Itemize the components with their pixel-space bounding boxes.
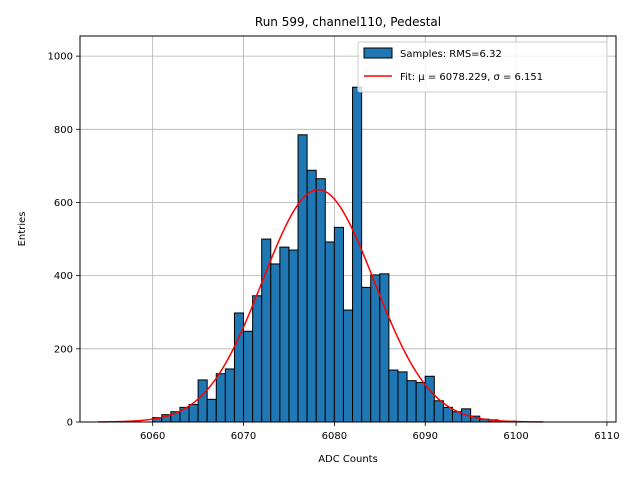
histogram-bar (352, 86, 363, 423)
histogram-bar (270, 263, 281, 423)
x-tick-label: 6100 (503, 431, 528, 442)
x-axis-label: ADC Counts (318, 454, 378, 465)
histogram-bar (197, 379, 208, 423)
legend: Samples: RMS=6.32 Fit: μ = 6078.229, σ =… (357, 41, 608, 93)
y-tick-label: 800 (54, 125, 73, 136)
legend-histogram-label: Samples: RMS=6.32 (400, 49, 502, 60)
histogram-bar (433, 400, 444, 423)
histogram-bar (306, 169, 317, 423)
fit-curve (98, 188, 544, 423)
histogram-bar (442, 406, 453, 423)
y-tick-label: 600 (54, 198, 73, 209)
histogram-bar (370, 274, 381, 423)
legend-histogram-swatch (363, 47, 393, 59)
histogram-bar (388, 369, 399, 423)
x-tick-label: 6080 (322, 431, 347, 442)
y-axis-ticks: 0 200 400 600 800 1000 (48, 52, 80, 429)
histogram-bar (279, 246, 290, 423)
histogram-bar (243, 330, 254, 423)
histogram-bar (252, 295, 263, 423)
histogram-bars (152, 86, 517, 423)
histogram-bar (224, 368, 235, 423)
x-tick-label: 6070 (231, 431, 256, 442)
x-axis-ticks: 6060 6070 6080 6090 6100 6110 (140, 422, 620, 442)
legend-box (357, 41, 608, 93)
chart-title: Run 599, channel110, Pedestal (255, 15, 441, 29)
histogram-bar (406, 380, 417, 423)
histogram-bar (342, 309, 354, 423)
histogram-bar (215, 373, 226, 423)
y-tick-label: 400 (54, 271, 73, 282)
histogram-bar (324, 241, 335, 423)
y-tick-label: 200 (54, 344, 73, 355)
histogram-bar (297, 134, 308, 423)
histogram-bar (333, 226, 344, 423)
legend-fit-label: Fit: μ = 6078.229, σ = 6.151 (400, 72, 543, 83)
y-axis-label: Entries (17, 212, 28, 247)
histogram-bar (397, 371, 408, 423)
histogram-bar (288, 249, 299, 423)
fit-curve-group (98, 188, 544, 423)
histogram-bar (424, 375, 435, 423)
histogram-bar (315, 178, 326, 423)
histogram-bar (379, 273, 390, 423)
x-tick-label: 6110 (594, 431, 619, 442)
plot-frame (79, 35, 617, 423)
histogram-bar (261, 238, 272, 423)
x-tick-label: 6090 (412, 431, 437, 442)
y-tick-label: 0 (67, 418, 73, 429)
x-tick-label: 6060 (140, 431, 165, 442)
histogram-bar (361, 286, 372, 423)
histogram-bar (206, 398, 217, 423)
y-tick-label: 1000 (48, 52, 73, 63)
histogram-bar (415, 381, 426, 423)
histogram-bar (188, 403, 199, 423)
